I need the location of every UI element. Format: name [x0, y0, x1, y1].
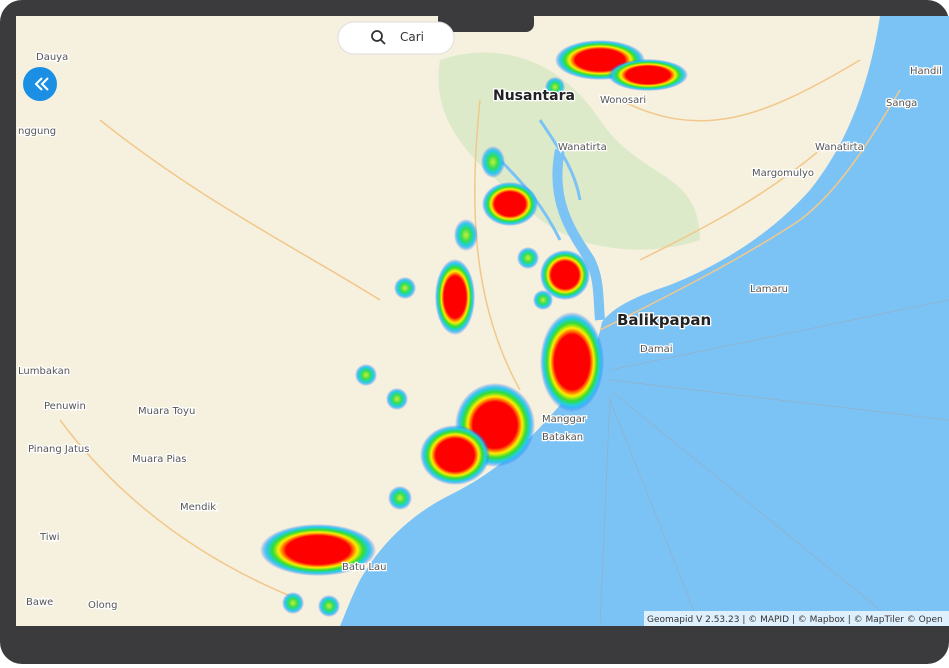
roads	[59, 59, 901, 601]
place-label: Pinang Jatus	[28, 444, 89, 455]
attribution: Geomapid V 2.53.23 | © MAPID | © Mapbox …	[647, 615, 943, 625]
heat-blob	[435, 259, 475, 335]
heat-blob	[318, 595, 340, 617]
place-label: Bawe	[26, 597, 53, 608]
place-label: Wanatirta	[558, 142, 607, 153]
cables	[599, 299, 949, 626]
heat-blob	[394, 277, 416, 299]
heat-blob	[260, 524, 376, 576]
place-label: nggung	[18, 126, 56, 137]
map: Dauya nggung Nusantara Wonosari Handil Sanga W…	[16, 16, 949, 626]
place-label: Tiwi	[39, 532, 60, 543]
bay	[552, 149, 605, 321]
place-label: Nusantara	[493, 88, 575, 104]
place-label: Handil	[910, 66, 942, 77]
place-labels: Dauya nggung Nusantara Wonosari Handil Sanga W…	[17, 51, 943, 613]
heat-blob	[482, 182, 538, 226]
place-label: Muara Pias	[132, 454, 186, 465]
heatmap	[260, 40, 688, 617]
place-label: Manggar	[542, 414, 587, 425]
heat-blob	[481, 146, 505, 178]
heat-blob	[545, 77, 565, 97]
search-box[interactable]	[337, 21, 455, 55]
place-label: Balikpapan	[617, 311, 711, 329]
heat-blob	[517, 247, 539, 269]
place-label: Olong	[88, 600, 117, 611]
place-label: Margomulyo	[752, 168, 814, 179]
search-icon-handle	[380, 39, 386, 45]
forest	[438, 52, 700, 250]
place-label: Sanga	[886, 98, 917, 109]
camera-notch	[438, 10, 534, 32]
place-label: Lumbakan	[18, 366, 70, 377]
place-label: Mendik	[180, 502, 216, 513]
heat-blob	[355, 364, 377, 386]
heat-blob	[282, 592, 304, 614]
heat-blob	[420, 425, 490, 485]
search-placeholder: Cari	[400, 30, 424, 44]
sea	[340, 16, 949, 626]
heat-blob	[386, 388, 408, 410]
place-label: Wanatirta	[815, 142, 864, 153]
heat-blob	[608, 59, 688, 91]
place-label: Lamaru	[750, 284, 788, 295]
attribution-bg	[644, 611, 949, 626]
heat-blob	[454, 219, 478, 251]
heat-blob	[533, 290, 553, 310]
collapse-button[interactable]	[23, 67, 57, 101]
search-icon	[371, 30, 383, 42]
collapse-icon	[34, 77, 49, 91]
place-label: Muara Toyu	[138, 406, 195, 417]
place-label: Wonosari	[600, 95, 646, 106]
place-label: Batu Lau	[342, 562, 386, 573]
heat-blob	[540, 250, 590, 300]
heat-blob	[388, 486, 412, 510]
place-label: Penuwin	[44, 401, 86, 412]
heat-blob	[540, 312, 604, 412]
place-label: Batakan	[542, 432, 583, 443]
place-label: Dauya	[36, 52, 68, 63]
place-label: Damai	[640, 344, 672, 355]
